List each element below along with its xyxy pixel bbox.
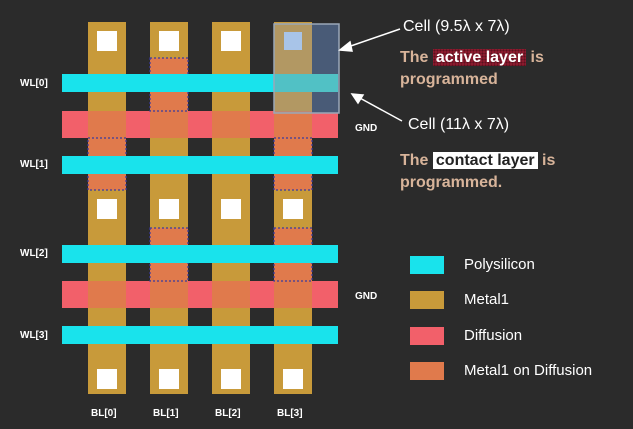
m1-diff-overlap	[88, 111, 126, 138]
m1-diff-overlap	[150, 281, 188, 308]
bitline-label-3: BL[3]	[277, 408, 303, 419]
contact-square-highlighted	[284, 32, 302, 50]
contact-note-line2: programmed.	[400, 174, 503, 191]
active-note-prefix: The	[400, 49, 433, 66]
legend-label: Metal1	[464, 291, 510, 308]
diffusion-swatch	[410, 327, 444, 345]
legend-label: Polysilicon	[464, 256, 535, 273]
cell-size-annotation-2: Cell (11λ x 7λ)	[408, 116, 510, 133]
wordline-poly-2	[62, 245, 338, 263]
metal1-on-diffusion-overlaps	[88, 111, 312, 308]
polysilicon-wordlines	[62, 74, 338, 344]
m1-diff-overlap	[274, 111, 312, 138]
wordline-poly-3	[62, 326, 338, 344]
contacts	[97, 31, 303, 389]
arrow-cell2	[357, 96, 403, 122]
contact-layer-highlight: contact layer	[432, 152, 538, 169]
wordline-label-3: WL[3]	[20, 330, 48, 341]
cell-size-annotation-1: Cell (9.5λ x 7λ)	[403, 18, 510, 35]
contact-square	[221, 31, 241, 51]
m1-diff-overlap	[88, 281, 126, 308]
legend-label: Diffusion	[464, 327, 523, 344]
gnd-label-top: GND	[355, 123, 378, 134]
arrow-cell1	[344, 28, 401, 49]
active-layer-note: The active layer is programmed	[400, 47, 544, 91]
bitline-label-0: BL[0]	[91, 408, 117, 419]
legend-label: Metal1 on Diffusion	[464, 362, 593, 379]
arrowhead-cell2	[350, 93, 365, 105]
m1-diff-overlap	[212, 111, 250, 138]
wordline-poly-1	[62, 156, 338, 174]
active-cell-region	[312, 24, 339, 113]
contact-square	[283, 369, 303, 389]
contact-square	[159, 369, 179, 389]
metal1-swatch	[410, 291, 444, 309]
contact-square	[159, 31, 179, 51]
contact-square	[97, 369, 117, 389]
contact-layer-note: The contact layer is programmed.	[400, 150, 555, 194]
wordline-label-0: WL[0]	[20, 78, 48, 89]
active-note-suffix: is	[526, 49, 544, 66]
cell-highlight-box	[273, 23, 340, 114]
bitline-label-2: BL[2]	[215, 408, 241, 419]
polysilicon-swatch	[410, 256, 444, 274]
bitline-label-1: BL[1]	[153, 408, 179, 419]
contact-square	[159, 199, 179, 219]
active-note-line2: programmed	[400, 71, 498, 88]
wordline-label-2: WL[2]	[20, 248, 48, 259]
wordline-label-1: WL[1]	[20, 159, 48, 170]
arrowhead-cell1	[338, 40, 353, 52]
wordline-poly-0	[62, 74, 338, 92]
contact-note-prefix: The	[400, 152, 433, 169]
annotation-arrows	[338, 28, 403, 122]
gnd-label-bottom: GND	[355, 291, 378, 302]
contact-note-suffix: is	[537, 152, 556, 169]
contact-square	[97, 199, 117, 219]
contact-square	[97, 31, 117, 51]
m1-diff-overlap	[274, 281, 312, 308]
contact-square	[221, 369, 241, 389]
m1-diff-overlap	[150, 111, 188, 138]
active-layer-highlight: active layer	[432, 49, 527, 66]
metal1-on-diffusion-swatch	[410, 362, 444, 380]
contact-square	[221, 199, 241, 219]
m1-diff-overlap	[212, 281, 250, 308]
contact-square	[283, 199, 303, 219]
